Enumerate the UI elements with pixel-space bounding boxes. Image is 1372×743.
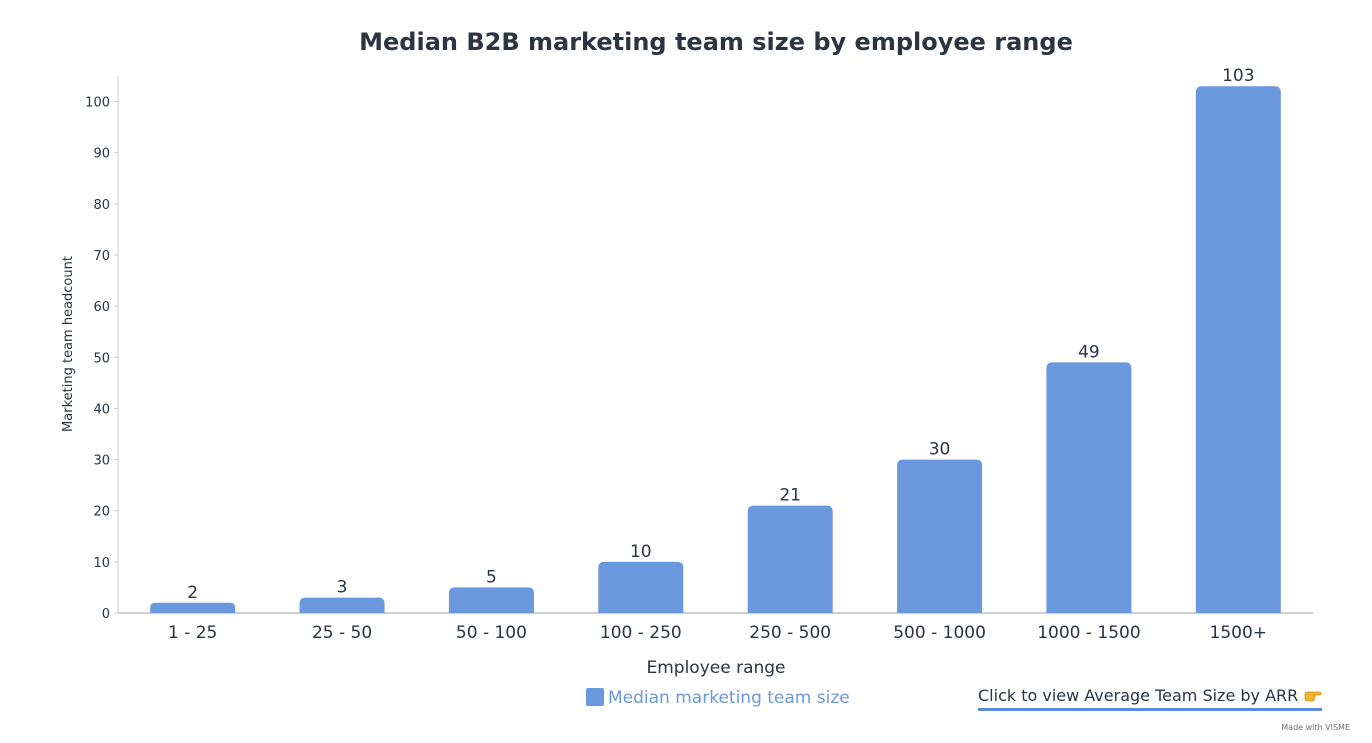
bar-250-500[interactable] — [747, 505, 833, 613]
bar-500-1000[interactable] — [897, 459, 983, 613]
y-tick-label: 40 — [93, 402, 110, 417]
bar-value-label: 10 — [630, 542, 652, 562]
y-tick-label: 60 — [93, 300, 110, 315]
x-tick-label: 1000 - 1500 — [1037, 623, 1140, 643]
bar-value-label: 49 — [1078, 342, 1100, 362]
y-tick-label: 20 — [93, 505, 110, 520]
y-tick-label: 0 — [102, 607, 110, 622]
y-ticks: 0 10 20 30 40 50 60 70 80 90 100 — [85, 96, 118, 622]
legend-swatch — [586, 688, 604, 706]
bar-value-label: 21 — [779, 486, 801, 506]
bar-1-25[interactable] — [150, 602, 236, 613]
y-tick-label: 50 — [93, 351, 110, 366]
bar-100-250[interactable] — [598, 561, 684, 613]
x-tick-label: 100 - 250 — [600, 623, 682, 643]
view-arr-link-label: Click to view Average Team Size by ARR — [978, 686, 1299, 705]
x-tick-label: 50 - 100 — [456, 623, 527, 643]
y-tick-label: 70 — [93, 249, 110, 264]
y-axis-label: Marketing team headcount — [61, 256, 76, 432]
x-tick-label: 1 - 25 — [168, 623, 217, 643]
x-tick-label: 250 - 500 — [749, 623, 831, 643]
x-axis-label: Employee range — [646, 658, 785, 678]
x-ticks: 1 - 25 25 - 50 50 - 100 100 - 250 250 - 500 5… — [168, 623, 1267, 643]
bar-value-label: 3 — [337, 578, 348, 598]
bar-25-50[interactable] — [299, 597, 385, 613]
y-tick-label: 80 — [93, 198, 110, 213]
bar-value-labels: 2 3 5 10 21 30 49 103 — [187, 66, 1254, 603]
bar-value-label: 5 — [486, 567, 497, 587]
bar-value-label: 103 — [1222, 66, 1254, 86]
chart-title: Median B2B marketing team size by employ… — [359, 28, 1073, 56]
y-tick-label: 90 — [93, 147, 110, 162]
view-arr-link[interactable]: Click to view Average Team Size by ARR — [978, 686, 1323, 711]
x-tick-label: 1500+ — [1210, 623, 1268, 643]
bar-value-label: 30 — [929, 440, 951, 460]
bar-50-100[interactable] — [448, 587, 534, 613]
bar-1500[interactable] — [1195, 86, 1281, 613]
made-with-credit: Made with VISME — [1281, 723, 1350, 732]
pointing-hand-icon — [1304, 691, 1322, 702]
y-tick-label: 100 — [85, 96, 110, 111]
bar-1000-1500[interactable] — [1046, 362, 1132, 613]
bars-group — [150, 86, 1281, 613]
legend-label: Median marketing team size — [608, 688, 850, 708]
bar-value-label: 2 — [187, 583, 198, 603]
y-tick-label: 10 — [93, 556, 110, 571]
y-tick-label: 30 — [93, 454, 110, 469]
x-tick-label: 25 - 50 — [312, 623, 372, 643]
x-tick-label: 500 - 1000 — [893, 623, 986, 643]
legend[interactable]: Median marketing team size — [586, 688, 850, 708]
